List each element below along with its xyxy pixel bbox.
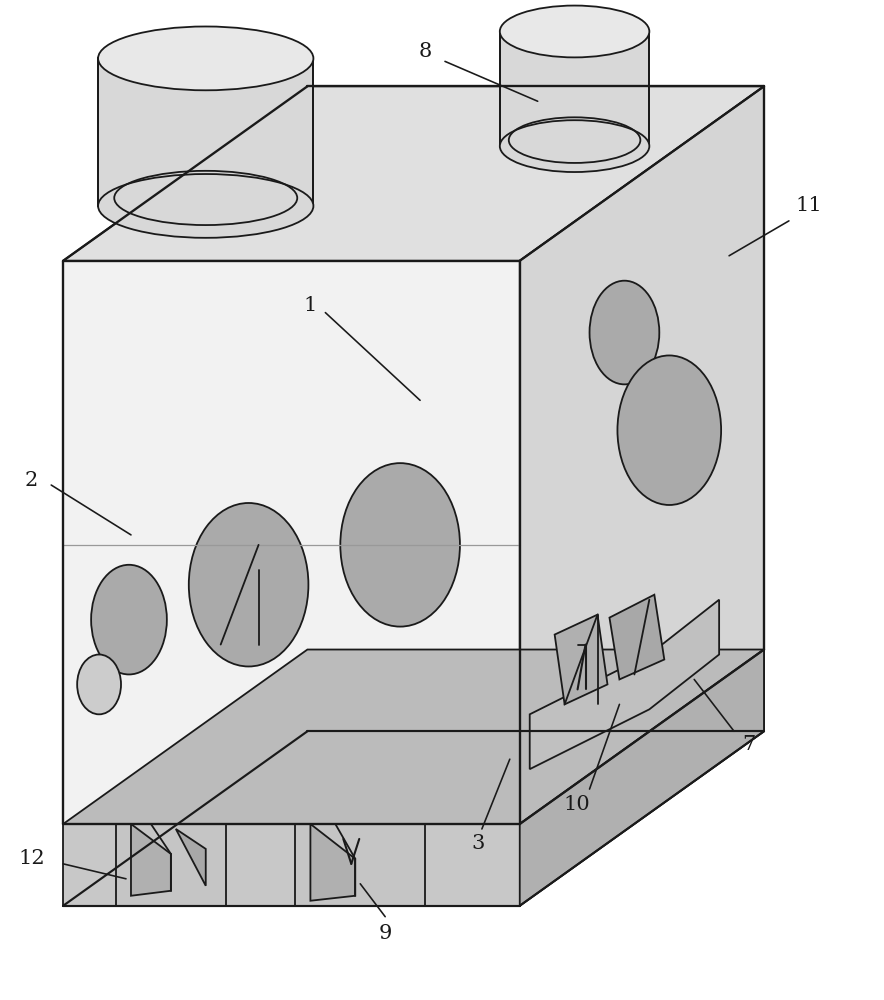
Polygon shape (554, 615, 607, 704)
Ellipse shape (189, 503, 309, 666)
Text: 3: 3 (471, 834, 484, 853)
Text: 8: 8 (418, 42, 431, 61)
Polygon shape (98, 58, 314, 206)
Polygon shape (63, 261, 520, 824)
Text: 7: 7 (743, 735, 756, 754)
Ellipse shape (77, 655, 121, 714)
Text: 11: 11 (796, 196, 822, 215)
Polygon shape (116, 824, 225, 906)
Text: 2: 2 (25, 471, 38, 490)
Text: 9: 9 (378, 924, 392, 943)
Ellipse shape (340, 463, 460, 627)
Ellipse shape (617, 355, 721, 505)
Polygon shape (520, 86, 764, 824)
Polygon shape (176, 829, 206, 886)
Polygon shape (63, 86, 764, 261)
Ellipse shape (499, 120, 650, 172)
Polygon shape (295, 824, 425, 906)
Ellipse shape (98, 174, 314, 238)
Text: 10: 10 (563, 795, 590, 814)
Ellipse shape (590, 281, 659, 384)
Ellipse shape (98, 26, 314, 90)
Polygon shape (530, 600, 719, 769)
Polygon shape (520, 650, 764, 906)
Polygon shape (63, 650, 764, 824)
Polygon shape (63, 824, 520, 906)
Polygon shape (609, 595, 664, 679)
Text: 1: 1 (304, 296, 317, 315)
Polygon shape (499, 31, 650, 146)
Text: 12: 12 (18, 849, 44, 868)
Ellipse shape (499, 6, 650, 57)
Polygon shape (310, 824, 355, 901)
Ellipse shape (91, 565, 167, 674)
Polygon shape (520, 650, 764, 906)
Polygon shape (131, 824, 171, 896)
